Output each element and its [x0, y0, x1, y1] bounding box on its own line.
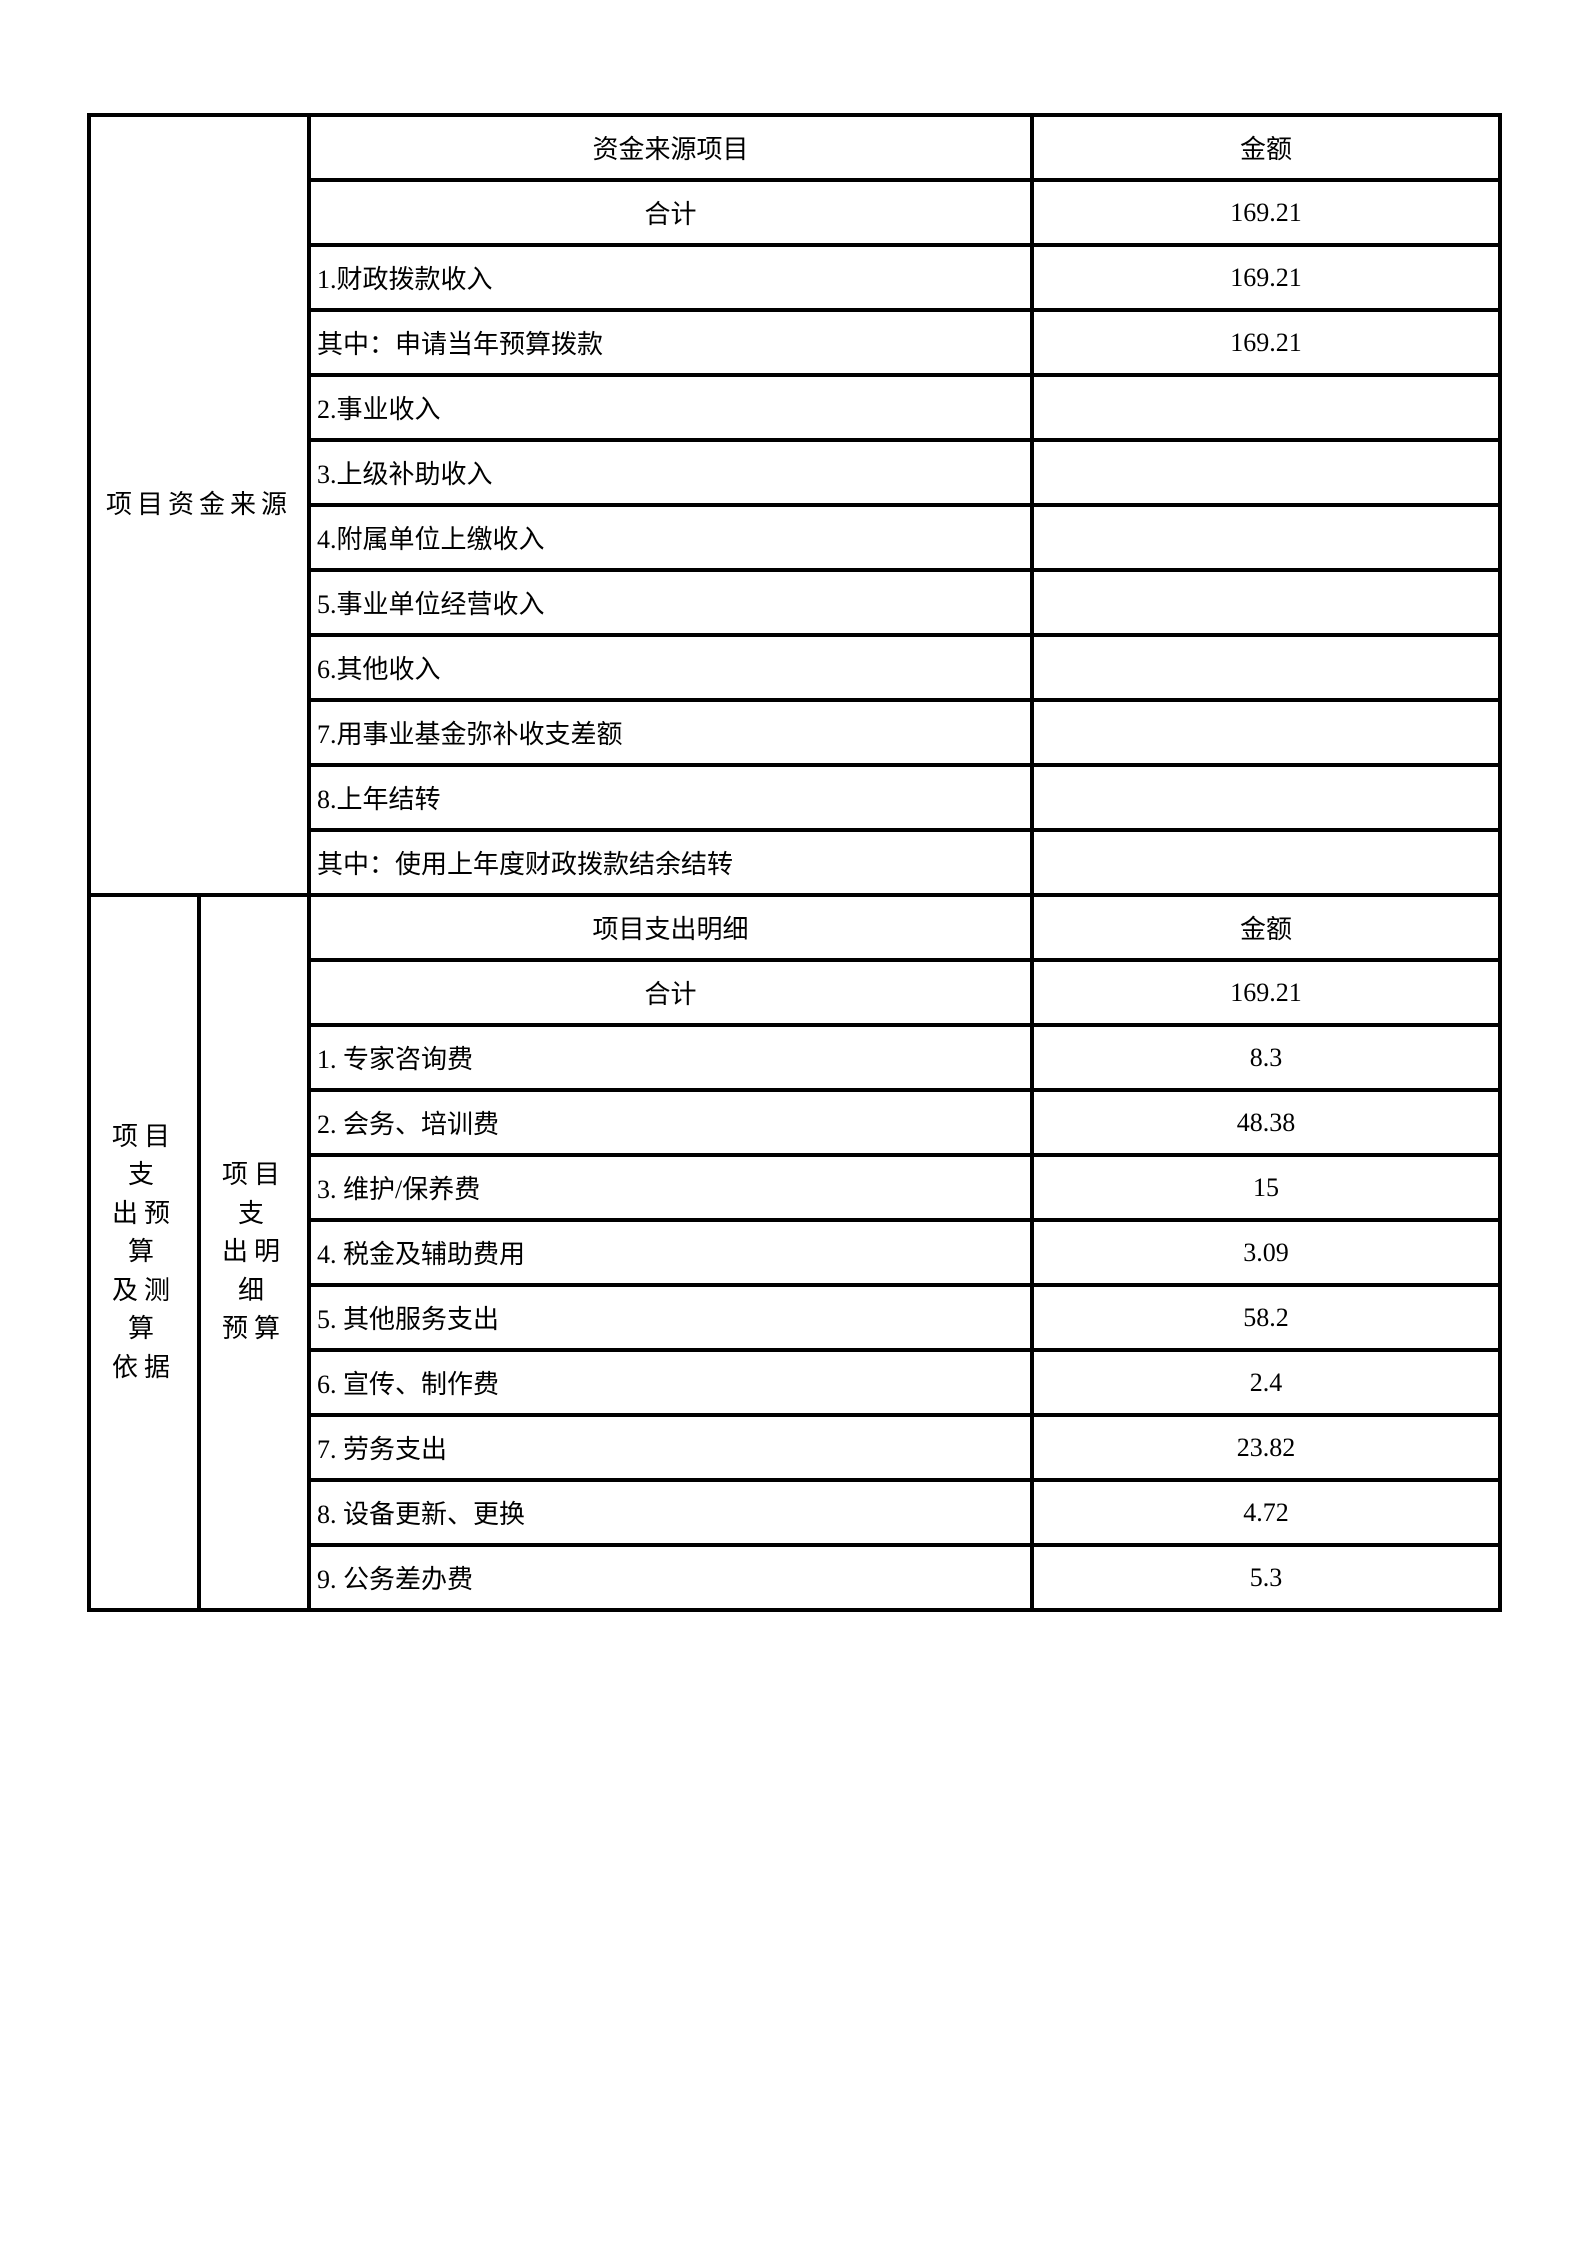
- funding-item-cell: 2.事业收入: [307, 373, 1035, 442]
- table-row: 1.财政拨款收入 169.21: [89, 243, 1503, 312]
- table-row: 6.其他收入: [89, 633, 1503, 702]
- expense-amount-cell: 5.3: [1030, 1543, 1503, 1612]
- budget-table: 项目资金来源 资金来源项目 金额 合计 169.21 1.财政拨款收入 169.…: [86, 113, 1503, 1612]
- expense-amount-column-header: 金额: [1030, 893, 1503, 962]
- table-row: 4.附属单位上缴收入: [89, 503, 1503, 572]
- expense-amount-cell: 3.09: [1030, 1218, 1503, 1287]
- funding-total-label: 合计: [307, 178, 1035, 247]
- expense-item-cell: 9. 公务差办费: [307, 1543, 1035, 1612]
- funding-amount-cell: [1030, 503, 1503, 572]
- expense-item-cell: 1. 专家咨询费: [307, 1023, 1035, 1092]
- funding-item-cell: 7.用事业基金弥补收支差额: [307, 698, 1035, 767]
- expense-amount-cell: 58.2: [1030, 1283, 1503, 1352]
- table-row: 3.上级补助收入: [89, 438, 1503, 507]
- funding-amount-column-header: 金额: [1030, 113, 1503, 182]
- funding-item-cell: 其中：使用上年度财政拨款结余结转: [307, 828, 1035, 897]
- funding-amount-cell: [1030, 763, 1503, 832]
- funding-item-cell: 6.其他收入: [307, 633, 1035, 702]
- table-row: 7. 劳务支出 23.82: [89, 1413, 1503, 1482]
- expense-header-row: 项目支 出预算 及测算 依据 项目支 出明细 预算 项目支出明细 金额: [87, 893, 1503, 1612]
- expense-amount-cell: 4.72: [1030, 1478, 1503, 1547]
- table-row: 5.事业单位经营收入: [89, 568, 1503, 637]
- expense-total-label: 合计: [307, 958, 1035, 1027]
- table-row: 2.事业收入: [89, 373, 1503, 442]
- table-row: 7.用事业基金弥补收支差额: [89, 698, 1503, 767]
- table-row: 4. 税金及辅助费用 3.09: [89, 1218, 1503, 1287]
- expense-total-amount: 169.21: [1030, 958, 1503, 1027]
- expense-items-column-header: 项目支出明细: [307, 893, 1035, 962]
- expense-item-cell: 8. 设备更新、更换: [307, 1478, 1035, 1547]
- funding-header-row: 项目资金来源 资金来源项目 金额: [86, 113, 1503, 897]
- table-row: 8.上年结转: [89, 763, 1503, 832]
- funding-item-cell: 4.附属单位上缴收入: [307, 503, 1035, 572]
- funding-item-cell: 8.上年结转: [307, 763, 1035, 832]
- expense-item-cell: 3. 维护/保养费: [307, 1153, 1035, 1222]
- funding-side-label: 项目资金来源: [86, 113, 312, 897]
- funding-total-amount: 169.21: [1030, 178, 1503, 247]
- table-row: 8. 设备更新、更换 4.72: [89, 1478, 1503, 1547]
- funding-amount-cell: [1030, 373, 1503, 442]
- expense-amount-cell: 48.38: [1030, 1088, 1503, 1157]
- table-row: 其中：申请当年预算拨款 169.21: [89, 308, 1503, 377]
- table-row: 其中：使用上年度财政拨款结余结转: [89, 828, 1503, 897]
- table-row: 9. 公务差办费 5.3: [89, 1543, 1503, 1612]
- funding-amount-cell: [1030, 828, 1503, 897]
- funding-amount-cell: 169.21: [1030, 308, 1503, 377]
- expense-item-cell: 4. 税金及辅助费用: [307, 1218, 1035, 1287]
- expense-item-cell: 7. 劳务支出: [307, 1413, 1035, 1482]
- expense-total-row: 合计 169.21: [89, 958, 1503, 1027]
- funding-amount-cell: [1030, 568, 1503, 637]
- funding-item-cell: 其中：申请当年预算拨款: [307, 308, 1035, 377]
- table-row: 5. 其他服务支出 58.2: [89, 1283, 1503, 1352]
- table-row: 3. 维护/保养费 15: [89, 1153, 1503, 1222]
- funding-amount-cell: [1030, 698, 1503, 767]
- expense-amount-cell: 2.4: [1030, 1348, 1503, 1417]
- funding-items-column-header: 资金来源项目: [307, 113, 1035, 182]
- table-row: 6. 宣传、制作费 2.4: [89, 1348, 1503, 1417]
- funding-item-cell: 3.上级补助收入: [307, 438, 1035, 507]
- funding-amount-cell: [1030, 438, 1503, 507]
- expense-sub-label: 项目支 出明细 预算: [196, 893, 312, 1612]
- funding-item-cell: 1.财政拨款收入: [307, 243, 1035, 312]
- expense-amount-cell: 15: [1030, 1153, 1503, 1222]
- expense-side-label: 项目支 出预算 及测算 依据: [87, 893, 201, 1612]
- table-row: 2. 会务、培训费 48.38: [89, 1088, 1503, 1157]
- funding-item-cell: 5.事业单位经营收入: [307, 568, 1035, 637]
- expense-item-cell: 5. 其他服务支出: [307, 1283, 1035, 1352]
- expense-amount-cell: 23.82: [1030, 1413, 1503, 1482]
- funding-total-row: 合计 169.21: [89, 178, 1503, 247]
- table-row: 1. 专家咨询费 8.3: [89, 1023, 1503, 1092]
- funding-amount-cell: 169.21: [1030, 243, 1503, 312]
- expense-item-cell: 6. 宣传、制作费: [307, 1348, 1035, 1417]
- expense-amount-cell: 8.3: [1030, 1023, 1503, 1092]
- funding-amount-cell: [1030, 633, 1503, 702]
- expense-item-cell: 2. 会务、培训费: [307, 1088, 1035, 1157]
